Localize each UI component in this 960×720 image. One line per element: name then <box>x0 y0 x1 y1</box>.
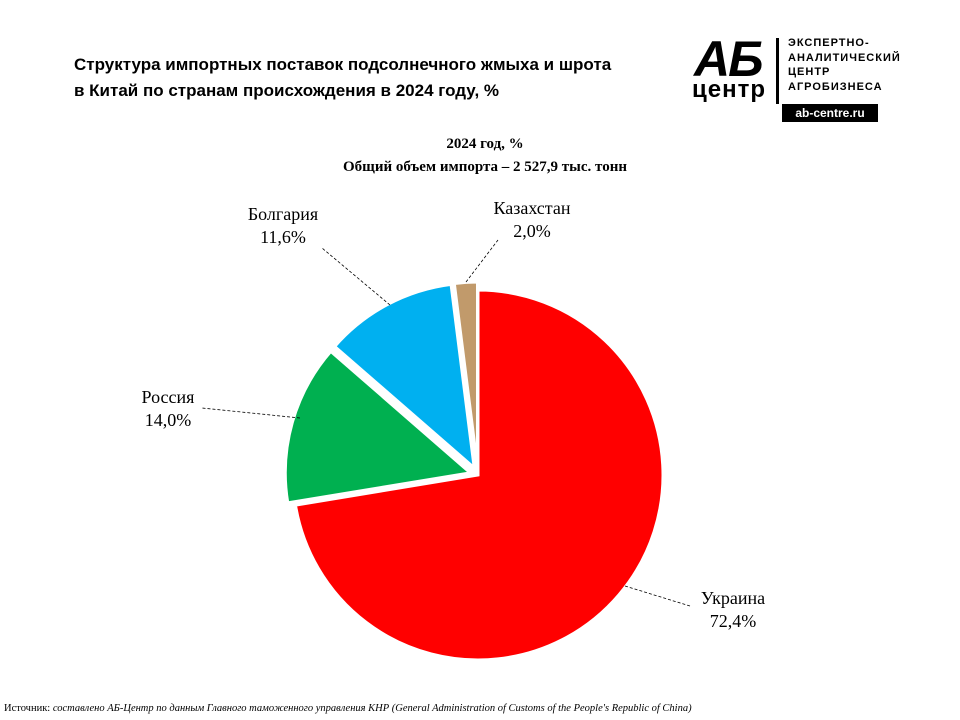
leader-line <box>465 239 499 283</box>
source-prefix: Источник: <box>4 703 51 714</box>
leader-line <box>321 247 391 306</box>
slice-value-label: 72,4% <box>710 611 757 631</box>
pie-slice-3 <box>332 282 477 472</box>
slice-value-label: 14,0% <box>145 410 192 430</box>
logo-text-line: АГРОБИЗНЕСА <box>788 80 883 93</box>
chart-subtitle: Общий объем импорта – 2 527,9 тыс. тонн <box>342 159 627 175</box>
leader-lines <box>201 239 691 607</box>
source-text: составлено АБ-Центр по данным Главного т… <box>52 703 692 714</box>
logo-mark-bottom: центр <box>692 76 767 103</box>
pie-slices <box>283 280 665 662</box>
slice-labels: Украина 72,4% Россия 14,0% Болгария 11,6% Каза… <box>142 198 766 631</box>
logo-mark-top: АБ <box>694 31 764 87</box>
logo-text-line: ЭКСПЕРТНО- <box>788 37 870 49</box>
leader-line <box>201 407 301 419</box>
logo-text: ЭКСПЕРТНО- АНАЛИТИЧЕСКИЙ ЦЕНТР АГРОБИЗНЕ… <box>788 36 928 94</box>
logo-divider <box>776 38 779 104</box>
page-title: Структура импортных поставок подсолнечно… <box>74 52 674 104</box>
logo-url: ab-centre.ru <box>782 104 878 122</box>
slice-label: Казахстан <box>493 198 570 218</box>
leader-line <box>624 585 691 607</box>
logo-text-line: ЦЕНТР <box>788 66 831 78</box>
source-note: Источник: составлено АБ-Центр по данным … <box>4 703 692 714</box>
slice-label: Болгария <box>248 204 318 224</box>
slice-label: Россия <box>142 387 195 407</box>
page-title-line-2: в Китай по странам происхождения в 2024 … <box>74 81 500 100</box>
slice-value-label: 2,0% <box>513 221 551 241</box>
ab-centre-logo: АБ центр ЭКСПЕРТНО- АНАЛИТИЧЕСКИЙ ЦЕНТР … <box>690 34 930 124</box>
page-title-line-1: Структура импортных поставок подсолнечно… <box>74 55 612 74</box>
slice-label: Украина <box>701 588 765 608</box>
pie-slice-1 <box>293 288 665 662</box>
chart-title: 2024 год, % <box>446 136 524 152</box>
logo-text-line: АНАЛИТИЧЕСКИЙ <box>788 51 901 64</box>
pie-slice-2 <box>283 349 474 505</box>
pie-slice-4 <box>452 280 479 468</box>
slice-value-label: 11,6% <box>260 227 306 247</box>
